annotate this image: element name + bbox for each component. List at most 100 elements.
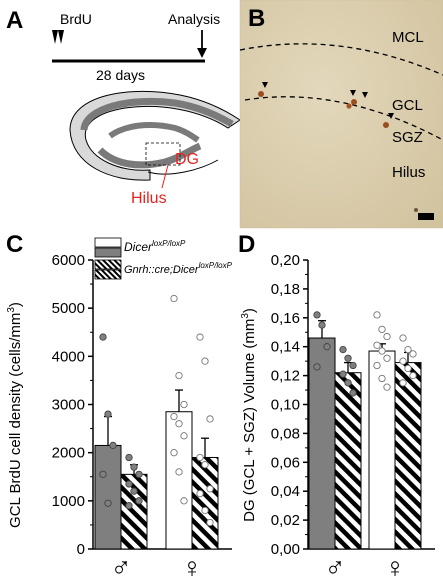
- legend: DicerloxP/loxP Gnrh::cre;DicerloxP/loxP: [94, 237, 233, 280]
- data-point: [201, 461, 209, 469]
- data-point: [323, 343, 331, 351]
- data-point: [201, 506, 209, 515]
- data-point: [130, 487, 138, 495]
- data-point: [404, 345, 412, 354]
- data-point: [196, 489, 204, 498]
- data-point: [196, 453, 204, 462]
- panel-a: A BrdU Analysis 28 days DG Hilus: [6, 7, 241, 207]
- y-tick-label: 4000: [52, 348, 85, 365]
- data-point: [399, 357, 407, 365]
- data-point: [99, 333, 107, 341]
- data-point: [175, 420, 183, 428]
- data-point: [383, 332, 391, 341]
- bar: [308, 337, 336, 550]
- data-point: [339, 345, 347, 354]
- data-point: [378, 347, 386, 355]
- chart-d: 0,00 0,02 0,04 0,06 0,08 0,10 0,12 0,14 0,16 0,18…: [271, 252, 435, 580]
- data-point: [313, 363, 321, 371]
- y-tick-label: 2000: [52, 445, 85, 462]
- chart-d-ylabel: DG (GCL + SGZ) Volume (mm3): [240, 308, 258, 522]
- data-point: [170, 294, 178, 303]
- hilus-label: Hilus: [131, 190, 167, 207]
- bar: [394, 362, 422, 550]
- bar: [120, 473, 148, 550]
- data-point: [404, 364, 412, 373]
- panel-d: D DG (GCL + SGZ) Volume (mm3) 0,000,020,…: [238, 231, 435, 580]
- data-point: [104, 410, 112, 418]
- data-point: [125, 501, 133, 510]
- y-tick-label: 0,02: [271, 512, 300, 529]
- panel-a-label: A: [6, 7, 23, 34]
- layer-gcl: GCL: [392, 97, 423, 114]
- dg-label: DG: [175, 151, 199, 168]
- data-point: [344, 354, 352, 362]
- y-tick-label: 0,12: [271, 368, 300, 385]
- data-point: [206, 518, 214, 527]
- chart-c: 0 1000 2000 3000 4000 5000 6000 ♂ ♀: [52, 252, 232, 580]
- y-tick-label: 0,00: [271, 541, 300, 558]
- x-category-label: ♂: [111, 552, 132, 580]
- layer-mcl: MCL: [392, 29, 424, 46]
- data-point: [206, 415, 214, 423]
- data-point: [125, 480, 133, 488]
- data-point: [344, 379, 352, 387]
- data-point: [206, 485, 214, 493]
- brdu-cells: [258, 91, 418, 212]
- data-point: [130, 463, 138, 471]
- scale-bar: [418, 213, 434, 220]
- legend-swatch-control: [94, 237, 122, 248]
- data-point: [104, 499, 112, 507]
- duration-label: 28 days: [96, 67, 145, 83]
- data-point: [175, 468, 183, 476]
- legend-swatch-mutant-2: [94, 269, 122, 280]
- arrowheads: [262, 82, 394, 119]
- analysis-arrow: [197, 30, 207, 58]
- panel-c-label: C: [6, 231, 23, 258]
- data-point: [180, 432, 188, 440]
- data-point: [409, 371, 417, 380]
- bar: [94, 444, 122, 550]
- data-point: [373, 361, 381, 370]
- y-tick-label: 0,04: [271, 483, 300, 500]
- y-tick-label: 0,06: [271, 454, 300, 471]
- data-point: [383, 383, 391, 391]
- brdu-label: BrdU: [60, 11, 92, 27]
- data-point: [349, 361, 357, 370]
- legend-swatch-control-gray: [94, 247, 122, 258]
- data-point: [383, 354, 391, 362]
- data-point: [373, 341, 381, 349]
- data-point: [99, 470, 107, 478]
- bar: [368, 350, 396, 550]
- bar: [334, 372, 362, 550]
- data-point: [373, 311, 381, 319]
- analysis-label: Analysis: [168, 11, 220, 27]
- y-tick-label: 0,16: [271, 310, 300, 327]
- histology-image: [240, 0, 443, 228]
- data-point: [339, 370, 347, 378]
- y-tick-label: 0,10: [271, 397, 300, 414]
- chart-c-ylabel: GCL BrdU cell density (cells/mm3): [6, 302, 24, 528]
- legend-swatch-mutant: [94, 259, 122, 270]
- y-tick-label: 1000: [52, 493, 85, 510]
- data-point: [196, 333, 204, 341]
- x-category-label: ♂: [325, 552, 346, 580]
- layer-hilus: Hilus: [392, 164, 425, 181]
- data-point: [318, 321, 326, 329]
- y-tick-label: 0: [77, 541, 85, 558]
- bar: [165, 411, 193, 550]
- y-tick-label: 0,20: [271, 252, 300, 269]
- data-point: [175, 371, 183, 380]
- y-tick-label: 0,14: [271, 339, 300, 356]
- data-point: [313, 311, 321, 319]
- hippocampus-diagram: DG Hilus: [69, 90, 241, 207]
- y-tick-label: 5000: [52, 300, 85, 317]
- data-point: [409, 350, 417, 358]
- dg-region-box: [145, 142, 181, 166]
- layer-sgz: SGZ: [392, 129, 423, 146]
- injection-arrows: [52, 30, 64, 44]
- data-point: [109, 441, 117, 450]
- data-point: [201, 357, 209, 365]
- legend-mutant-label: Gnrh::cre;DicerloxP/loxP: [124, 261, 233, 276]
- data-point: [180, 497, 188, 505]
